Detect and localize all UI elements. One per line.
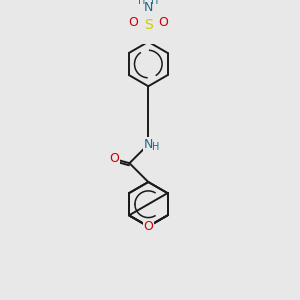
Text: S: S <box>144 18 153 32</box>
Text: O: O <box>109 152 119 165</box>
Text: N: N <box>144 138 153 151</box>
Text: H: H <box>138 0 145 6</box>
Text: O: O <box>159 16 169 29</box>
Text: H: H <box>152 0 159 6</box>
Text: O: O <box>128 16 138 29</box>
Text: N: N <box>144 1 153 14</box>
Text: H: H <box>152 142 160 152</box>
Text: O: O <box>143 220 153 233</box>
